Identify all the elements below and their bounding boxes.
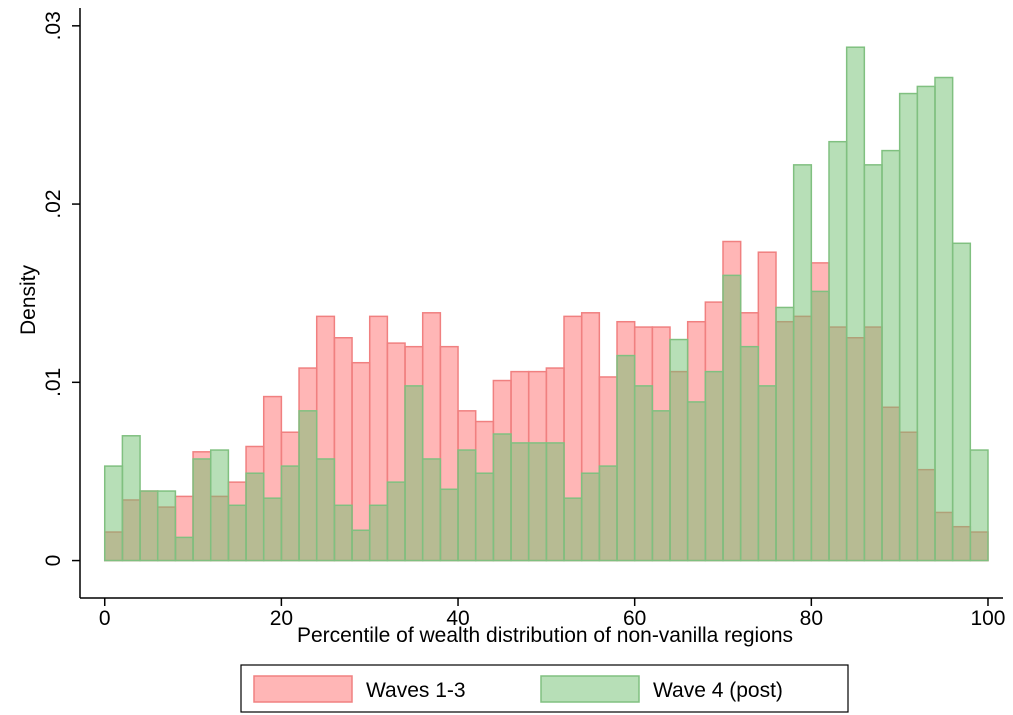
histogram-bar [616,354,636,562]
histogram-bar [722,274,742,562]
histogram-bar [103,465,124,562]
y-tick-label: 0 [42,555,65,567]
histogram-bar [633,385,654,562]
histogram-bar [969,449,989,562]
histogram-bar [810,290,830,562]
histogram-bar [351,529,371,562]
histogram-bar [209,449,230,562]
histogram-bar [368,504,389,562]
x-axis-label: Percentile of wealth distribution of non… [297,624,793,647]
histogram-bar [686,401,707,562]
histogram-bar [757,385,777,562]
histogram-bar [262,497,283,562]
histogram-bar [139,490,159,562]
histogram-bar [315,458,336,562]
x-tick-label: 100 [970,607,1005,630]
histogram-bar [333,504,353,562]
histogram-bar [863,164,883,562]
histogram-bar [651,410,671,562]
legend-swatch [253,675,353,703]
y-tick-label: .01 [42,368,65,397]
histogram-bar [174,536,194,562]
histogram-bar [545,442,565,562]
y-tick-label: .02 [42,189,65,218]
histogram-bar [580,472,601,562]
histogram-bar [474,472,495,562]
histogram-bar [245,472,265,562]
y-axis-label: Density [17,264,40,335]
y-tick-label: .03 [42,11,65,40]
histogram-bar [563,497,583,562]
histogram-bar [598,465,618,562]
x-tick-label: 80 [800,607,823,630]
histogram-bar [845,46,866,562]
x-tick-label: 40 [446,607,469,630]
histogram-bar [739,345,760,562]
histogram-bar [121,435,141,562]
histogram-bar [951,242,972,562]
histogram-bar [421,458,442,562]
histogram-bar [510,442,530,562]
x-tick-label: 60 [623,607,646,630]
histogram-bar [934,76,954,562]
histogram-bar [156,490,177,562]
histogram-bar [280,465,300,562]
histogram-bar [881,149,901,562]
histogram-bar [669,338,689,562]
x-tick-label: 20 [270,607,293,630]
x-tick-label: 0 [99,607,111,630]
histogram-bar [227,504,247,562]
histogram-bar [828,140,848,562]
histogram-bar [457,449,477,562]
histogram-bar [298,410,318,562]
histogram-bar [916,85,936,562]
histogram-bar [192,458,212,562]
histogram-bar [404,385,424,562]
legend-label: Waves 1-3 [366,679,466,702]
legend-label: Wave 4 (post) [653,679,783,702]
histogram-bar [439,488,459,562]
histogram-bar [492,433,512,562]
legend-swatch [540,675,640,703]
histogram-bar [898,92,919,562]
histogram-bar [704,370,724,562]
histogram-bar [527,442,548,562]
histogram-bar [775,306,795,562]
histogram-bar [792,164,813,562]
histogram-bar [386,481,406,562]
